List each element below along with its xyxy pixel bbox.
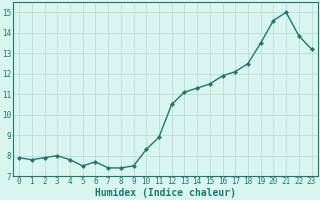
X-axis label: Humidex (Indice chaleur): Humidex (Indice chaleur): [95, 188, 236, 198]
